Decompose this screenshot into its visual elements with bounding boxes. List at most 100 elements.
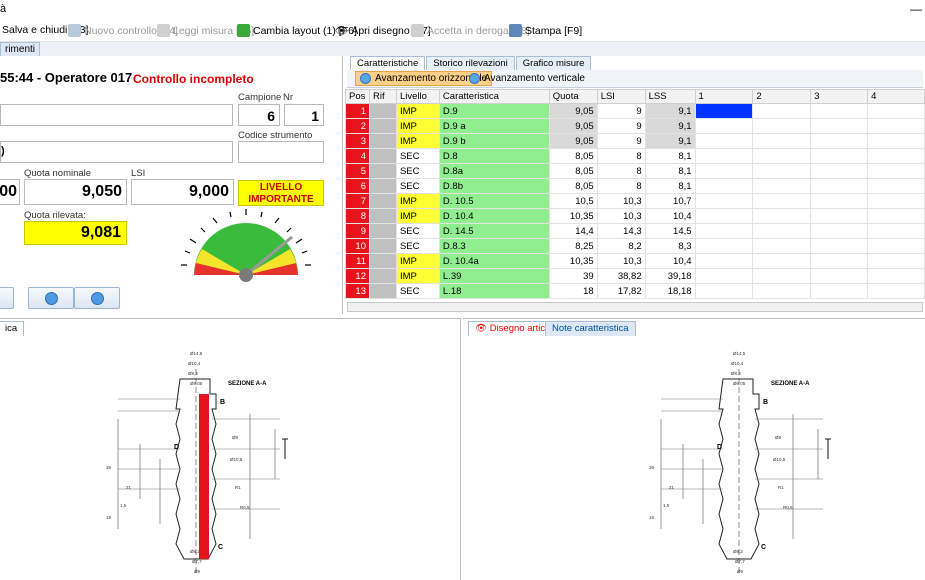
tab-storico[interactable]: Storico rilevazioni	[426, 56, 515, 70]
cell-rif[interactable]	[368, 193, 397, 209]
cell-quota[interactable]: 10,5	[548, 193, 598, 209]
cell-quota[interactable]: 9,05	[548, 103, 598, 119]
col-caratteristica[interactable]: Caratteristica	[438, 89, 550, 104]
description-field[interactable]	[0, 104, 233, 126]
cell-measure[interactable]	[694, 133, 754, 149]
cell-lss[interactable]: 14,5	[644, 223, 696, 239]
cell-quota[interactable]: 18	[548, 283, 598, 299]
col-pos[interactable]: Pos	[345, 89, 370, 104]
cell-livello[interactable]: IMP	[395, 268, 440, 284]
cell-caratteristica[interactable]: D.8.3	[438, 238, 550, 254]
cell-lsi[interactable]: 9	[596, 103, 646, 119]
cell-livello[interactable]: IMP	[395, 133, 440, 149]
instrument-code-field[interactable]	[238, 141, 324, 163]
cell-measure[interactable]	[867, 178, 925, 194]
cell-caratteristica[interactable]: D.8b	[438, 178, 550, 194]
cell-pos[interactable]: 2	[345, 118, 370, 134]
cell-measure[interactable]	[867, 283, 925, 299]
tab-measurements[interactable]: rimenti	[0, 42, 41, 56]
col-lsi[interactable]: LSI	[596, 89, 646, 104]
cell-rif[interactable]	[368, 283, 397, 299]
cell-lsi[interactable]: 38,82	[596, 268, 646, 284]
cell-livello[interactable]: IMP	[395, 103, 440, 119]
cell-rif[interactable]	[368, 253, 397, 269]
print-button[interactable]: Stampa [F9]	[509, 24, 582, 37]
cell-measure[interactable]	[867, 223, 925, 239]
cell-rif[interactable]	[368, 133, 397, 149]
cell-livello[interactable]: SEC	[395, 148, 440, 164]
cell-measure[interactable]	[867, 133, 925, 149]
cell-lss[interactable]: 10,4	[644, 208, 696, 224]
grid-row[interactable]: 5 SEC D.8a 8,05 8 8,1	[345, 163, 925, 179]
cell-livello[interactable]: IMP	[395, 193, 440, 209]
cell-measure[interactable]	[810, 118, 869, 134]
cell-livello[interactable]: IMP	[395, 253, 440, 269]
cell-measure[interactable]	[752, 148, 812, 164]
cell-measure[interactable]	[694, 253, 754, 269]
cell-lsi[interactable]: 9	[596, 133, 646, 149]
lsi-field[interactable]: 9,000	[131, 179, 234, 205]
grid-row[interactable]: 4 SEC D.8 8,05 8 8,1	[345, 148, 925, 164]
cell-quota[interactable]: 9,05	[548, 118, 598, 134]
cell-lsi[interactable]: 10,3	[596, 193, 646, 209]
cell-lss[interactable]: 10,7	[644, 193, 696, 209]
cell-measure[interactable]	[867, 268, 925, 284]
grid-row[interactable]: 12 IMP L.39 39 38,82 39,18	[345, 268, 925, 284]
cell-quota[interactable]: 9,05	[548, 133, 598, 149]
cell-measure[interactable]	[752, 223, 812, 239]
cell-livello[interactable]: SEC	[395, 283, 440, 299]
cell-lss[interactable]: 39,18	[644, 268, 696, 284]
cell-lsi[interactable]: 9	[596, 118, 646, 134]
cell-measure[interactable]	[810, 103, 869, 119]
cell-livello[interactable]: SEC	[395, 238, 440, 254]
cell-measure[interactable]	[867, 148, 925, 164]
cell-measure[interactable]	[867, 253, 925, 269]
cell-rif[interactable]	[368, 268, 397, 284]
grid-row[interactable]: 13 SEC L.18 18 17,82 18,18	[345, 283, 925, 299]
cell-measure[interactable]	[867, 208, 925, 224]
cell-measure[interactable]	[694, 103, 754, 119]
tab-caratteristiche[interactable]: Caratteristiche	[350, 56, 426, 70]
cell-measure[interactable]	[867, 193, 925, 209]
quota-rilevata-field[interactable]: 9,081	[24, 221, 127, 245]
advance-vertical-button[interactable]: Avanzamento verticale	[465, 71, 589, 86]
cell-quota[interactable]: 8,25	[548, 238, 598, 254]
cell-measure[interactable]	[867, 163, 925, 179]
cell-lsi[interactable]: 8	[596, 148, 646, 164]
cell-lss[interactable]: 10,4	[644, 253, 696, 269]
cell-livello[interactable]: IMP	[395, 208, 440, 224]
cell-measure[interactable]	[752, 133, 812, 149]
col-rif[interactable]: Rif	[368, 89, 397, 104]
cell-caratteristica[interactable]: L.39	[438, 268, 550, 284]
open-drawing-button[interactable]: 👁 Apri disegno [F7]	[335, 24, 431, 38]
grid-row[interactable]: 9 SEC D. 14.5 14,4 14,3 14,5	[345, 223, 925, 239]
cell-caratteristica[interactable]: D. 10.4a	[438, 253, 550, 269]
grid-row[interactable]: 2 IMP D.9 a 9,05 9 9,1	[345, 118, 925, 134]
cell-livello[interactable]: SEC	[395, 163, 440, 179]
cell-caratteristica[interactable]: D. 10.5	[438, 193, 550, 209]
cell-lss[interactable]: 8,1	[644, 148, 696, 164]
cell-pos[interactable]: 4	[345, 148, 370, 164]
cell-lss[interactable]: 8,1	[644, 178, 696, 194]
cell-pos[interactable]: 6	[345, 178, 370, 194]
cell-lss[interactable]: 9,1	[644, 103, 696, 119]
cell-caratteristica[interactable]: D.9	[438, 103, 550, 119]
cell-rif[interactable]	[368, 208, 397, 224]
grid-row[interactable]: 8 IMP D. 10.4 10,35 10,3 10,4	[345, 208, 925, 224]
col-1[interactable]: 1	[694, 89, 754, 104]
cell-measure[interactable]	[694, 223, 754, 239]
cell-measure[interactable]	[694, 238, 754, 254]
cell-caratteristica[interactable]: D.8	[438, 148, 550, 164]
nav-prev-button[interactable]	[28, 287, 74, 309]
tab-left-bottom[interactable]: ica	[0, 321, 25, 336]
cell-quota[interactable]: 10,35	[548, 253, 598, 269]
minimize-button[interactable]: —	[910, 2, 922, 16]
col-quota[interactable]: Quota	[548, 89, 598, 104]
lss-field[interactable]: 00	[0, 179, 20, 205]
cell-measure[interactable]	[810, 238, 869, 254]
cell-rif[interactable]	[368, 238, 397, 254]
cell-measure[interactable]	[752, 193, 812, 209]
cell-measure[interactable]	[752, 163, 812, 179]
col-3[interactable]: 3	[810, 89, 869, 104]
grid-row[interactable]: 11 IMP D. 10.4a 10,35 10,3 10,4	[345, 253, 925, 269]
